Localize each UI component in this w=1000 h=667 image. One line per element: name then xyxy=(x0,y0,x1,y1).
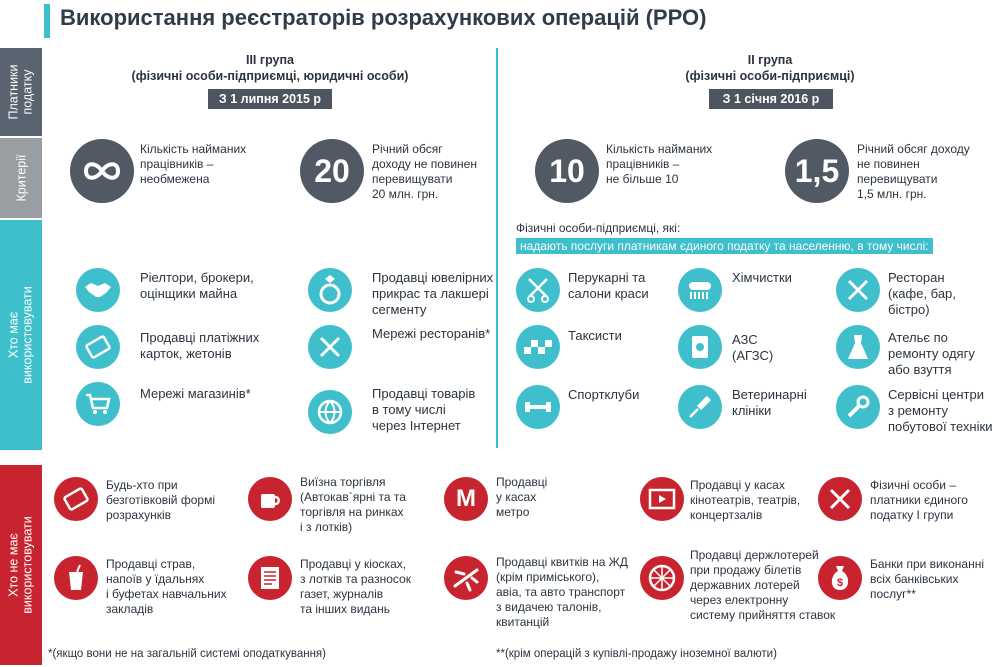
g2-crit2-text: Річний обсяг доходу не повинен перевищуват… xyxy=(857,142,970,201)
coffee-cup-icon xyxy=(248,477,292,521)
group2-title: ІІ група xyxy=(747,53,793,67)
group2-subtitle: (фізичні особи-підприємці) xyxy=(685,69,855,83)
dumbbell-icon xyxy=(516,385,560,429)
must-item-2: Продавці платіжних карток, жетонів xyxy=(140,330,260,361)
title-accent-bar xyxy=(44,4,50,38)
fop-highlight: надають послуги платникам єдиного податк… xyxy=(516,238,933,254)
sidebar-not-use: Хто не має використовувати xyxy=(0,465,42,665)
not-item-2: Продавці у касах метро xyxy=(496,475,548,519)
sidebar-payers-label: Платники податку xyxy=(7,64,35,120)
group-divider xyxy=(496,48,498,448)
infinity-icon xyxy=(83,162,121,180)
g2-crit1-value: 10 xyxy=(535,139,599,203)
handshake-icon xyxy=(76,268,120,312)
must-item-13: Ветеринарні клініки xyxy=(732,387,807,418)
brush-icon xyxy=(678,268,722,312)
credit-card-icon xyxy=(54,477,98,521)
must-item-8: Ресторан (кафе, бар, бістро) xyxy=(888,270,956,317)
must-item-11: Ательє по ремонту одягу або взуття xyxy=(888,330,975,377)
not-item-7: Продавці квитків на ЖД (крім приміського)… xyxy=(496,555,628,629)
group2-date: З 1 січня 2016 р xyxy=(709,89,833,109)
fop-intro: Фізичні особи-підприємці, які: xyxy=(516,221,681,235)
group3-date: З 1 липня 2015 р xyxy=(208,89,332,109)
must-item-1: Продавці ювелірних прикрас та лакшері сегм… xyxy=(372,270,494,317)
not-item-4: Фізичні особи – платники єдиного податку І… xyxy=(870,478,968,522)
g2-crit1-text: Кількість найманих працівників – не більше… xyxy=(606,142,713,186)
cart-icon xyxy=(76,382,120,426)
sidebar-criteria-label: Критерії xyxy=(14,154,28,202)
taxi-icon xyxy=(516,325,560,369)
must-item-3: Мережі ресторанів* xyxy=(372,326,491,341)
must-item-0: Ріелтори, брокери, оцінщики майна xyxy=(140,270,254,301)
svg-text:$: $ xyxy=(837,577,843,589)
newspaper-icon xyxy=(248,556,292,600)
sidebar-must-use-label: Хто має використовувати xyxy=(7,286,35,384)
must-item-7: Хімчистки xyxy=(732,270,792,285)
page-title: Використання реєстраторів розрахункових … xyxy=(60,5,707,30)
must-item-6: Перукарні та салони краси xyxy=(568,270,649,301)
plane-icon xyxy=(444,556,488,600)
must-item-9: Таксисти xyxy=(568,328,622,343)
lottery-wheel-icon xyxy=(640,556,684,600)
not-item-3: Продавці у касах кінотеатрів, театрів, кон… xyxy=(690,478,801,522)
must-item-14: Сервісні центри з ремонту побутової технік… xyxy=(888,387,993,434)
footnote-1: *(якщо вони не на загальній системі опод… xyxy=(48,648,326,660)
g3-crit1-text: Кількість найманих працівників – необмежен… xyxy=(140,142,247,186)
metro-icon: M xyxy=(444,477,488,521)
must-item-10: АЗС (АГЗС) xyxy=(732,332,774,363)
fork-knife-icon xyxy=(818,477,862,521)
fuel-icon xyxy=(678,325,722,369)
film-icon xyxy=(640,477,684,521)
fork-knife-icon xyxy=(836,268,880,312)
drink-icon xyxy=(54,556,98,600)
wrench-icon xyxy=(836,385,880,429)
footnote-2: **(крім операцій з купівлі-продажу інозе… xyxy=(496,648,777,660)
sidebar-not-use-label: Хто не має використовувати xyxy=(7,516,35,614)
not-item-6: Продавці у кіосках, з лотків та разносок г… xyxy=(300,557,411,616)
sidebar-payers: Платники податку xyxy=(0,48,42,136)
must-item-4: Мережі магазинів* xyxy=(140,386,251,401)
must-item-5: Продавці товарів в тому числі через Інтерн… xyxy=(372,386,476,433)
not-item-9: Банки при виконанні всіх банківських послу… xyxy=(870,557,985,601)
g2-crit2-value: 1,5 xyxy=(785,139,849,203)
not-item-5: Продавці страв, напоїв у їдальнях і буфета… xyxy=(106,557,227,616)
dress-icon xyxy=(836,325,880,369)
must-item-12: Спортклуби xyxy=(568,387,640,402)
not-item-1: Виїзна торгівля (Автокав`ярні та та торгів… xyxy=(300,475,406,534)
money-bag-icon: $ xyxy=(818,556,862,600)
not-item-0: Будь-хто при безготівковій формі розрахунк… xyxy=(106,478,215,522)
infinity-circle xyxy=(70,139,134,203)
sidebar-must-use: Хто має використовувати xyxy=(0,220,42,450)
g3-crit2-value: 20 xyxy=(300,139,364,203)
group3-subtitle: (фізичні особи-підприємці, юридичні особ… xyxy=(131,69,409,83)
scissors-icon xyxy=(516,268,560,312)
fork-knife-icon xyxy=(308,325,352,369)
not-item-8: Продавці держлотерей при продажу білетів д… xyxy=(690,548,836,622)
group3-title: ІІІ група xyxy=(245,53,295,67)
syringe-icon xyxy=(678,385,722,429)
card-icon xyxy=(76,325,120,369)
ring-icon xyxy=(308,268,352,312)
sidebar-criteria: Критерії xyxy=(0,138,42,218)
globe-icon xyxy=(308,390,352,434)
g3-crit2-text: Річний обсяг доходу не повинен перевищуват… xyxy=(372,142,477,201)
